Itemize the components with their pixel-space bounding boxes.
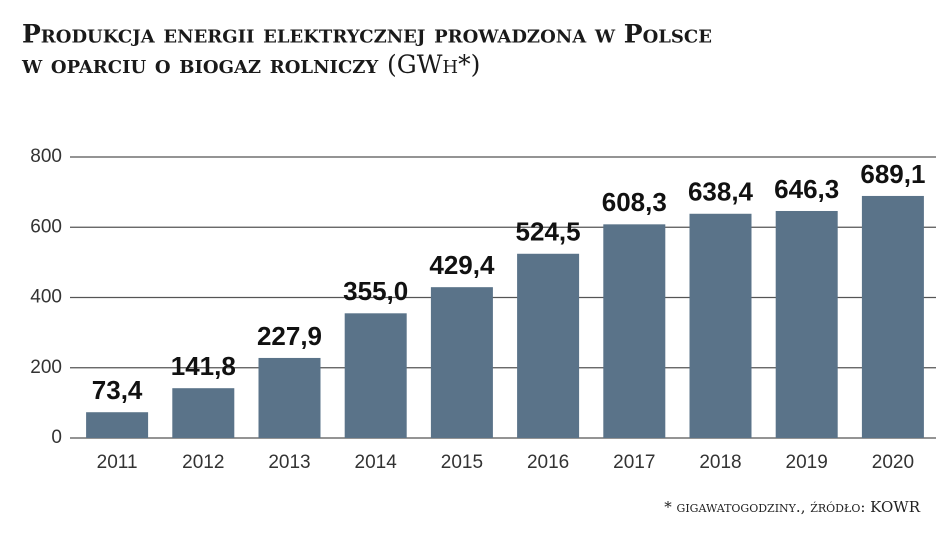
x-tick-label: 2012	[182, 452, 224, 473]
value-label: 638,4	[688, 177, 754, 207]
x-tick-label: 2014	[355, 452, 398, 473]
x-tick-label: 2011	[97, 452, 138, 473]
bar	[258, 357, 321, 438]
y-tick-label: 600	[30, 216, 62, 237]
bar	[430, 287, 493, 438]
bar	[861, 195, 924, 438]
bar	[603, 224, 666, 438]
bar	[172, 388, 235, 438]
chart-title-line: Produkcja energii elektrycznej prowadzon…	[22, 20, 712, 49]
x-tick-label: 2018	[699, 452, 741, 473]
bar	[517, 253, 580, 438]
y-tick-label: 400	[30, 287, 62, 308]
bar	[344, 313, 407, 438]
y-tick-label: 800	[30, 146, 62, 167]
value-label: 141,8	[171, 351, 236, 381]
value-label: 73,4	[92, 375, 143, 405]
chart-title-text: w oparciu o biogaz rolniczy	[21, 50, 379, 79]
bar	[689, 213, 752, 438]
value-label: 227,9	[257, 321, 322, 351]
value-label: 689,1	[860, 159, 925, 189]
unit: (GWh*)	[387, 50, 480, 79]
x-tick-label: 2016	[527, 452, 569, 473]
chart-title-line: w oparciu o biogaz rolniczy (GWh*)	[21, 50, 480, 79]
value-label: 355,0	[343, 276, 408, 306]
value-label: 608,3	[602, 187, 667, 217]
bar	[86, 412, 149, 438]
x-tick-label: 2017	[613, 452, 655, 473]
x-tick-label: 2013	[268, 452, 310, 473]
x-tick-label: 2019	[786, 452, 828, 473]
value-label: 524,5	[516, 217, 581, 247]
x-tick-label: 2020	[872, 452, 914, 473]
y-tick-label: 200	[30, 357, 62, 378]
footnote: * gigawatogodziny., źródło: KOWR	[664, 498, 920, 516]
value-label: 429,4	[429, 250, 495, 280]
y-tick-label: 0	[51, 427, 62, 448]
x-tick-label: 2015	[441, 452, 483, 473]
bar	[775, 210, 838, 438]
value-label: 646,3	[774, 174, 839, 204]
